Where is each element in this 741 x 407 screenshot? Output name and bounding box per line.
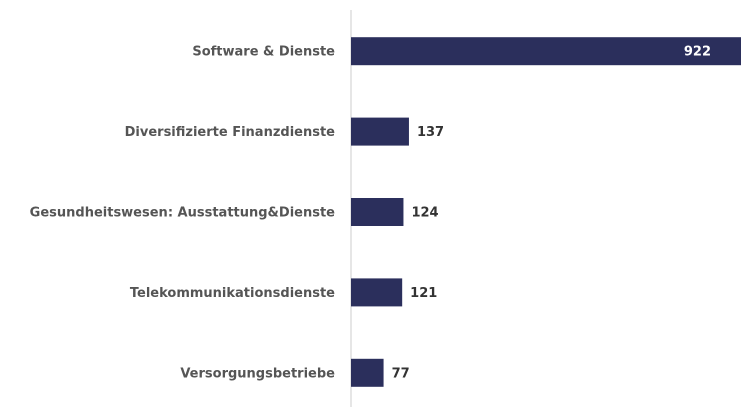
bar bbox=[351, 278, 403, 307]
value-label: 922 bbox=[684, 45, 711, 60]
bar bbox=[351, 37, 741, 66]
category-label: Telekommunikationsdienste bbox=[130, 286, 335, 301]
category-label: Gesundheitswesen: Ausstattung&Dienste bbox=[30, 206, 336, 221]
bar bbox=[351, 117, 409, 146]
value-label: 77 bbox=[392, 366, 410, 381]
value-label: 137 bbox=[417, 125, 444, 140]
category-label: Software & Dienste bbox=[192, 45, 335, 60]
category-label: Versorgungsbetriebe bbox=[180, 366, 335, 381]
value-label: 121 bbox=[410, 286, 437, 301]
bar bbox=[351, 358, 384, 387]
value-label: 124 bbox=[411, 206, 438, 221]
category-label: Diversifizierte Finanzdienste bbox=[125, 125, 336, 140]
bar bbox=[351, 198, 404, 226]
